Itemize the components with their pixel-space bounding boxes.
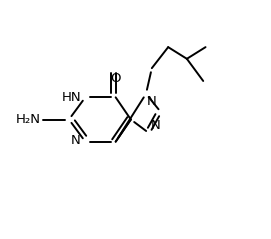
Text: N: N [151, 119, 160, 132]
Text: N: N [70, 134, 80, 147]
Text: N: N [147, 95, 157, 108]
Text: H₂N: H₂N [16, 113, 41, 126]
Text: O: O [110, 72, 121, 85]
Text: HN: HN [62, 91, 82, 104]
